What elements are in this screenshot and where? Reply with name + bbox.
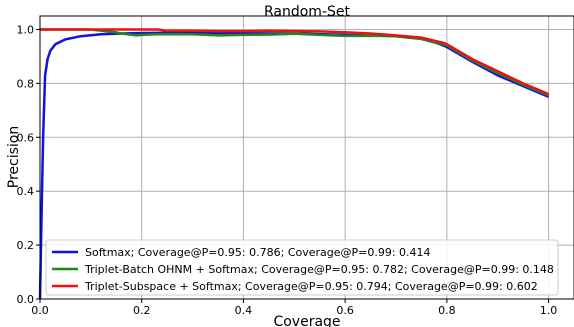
y-tick-label: 0.6	[17, 131, 35, 144]
x-tick-label: 0.6	[336, 304, 354, 317]
y-axis-label: Precision	[6, 126, 22, 188]
legend-label: Triplet-Batch OHNM + Softmax; Coverage@P…	[84, 263, 554, 276]
y-tick-label: 0.8	[17, 77, 35, 90]
x-tick-label: 1.0	[540, 304, 558, 317]
legend: Softmax; Coverage@P=0.95: 0.786; Coverag…	[45, 239, 559, 296]
x-tick-label: 0.8	[438, 304, 456, 317]
y-tick-label: 1.0	[17, 23, 35, 36]
series-line	[40, 28, 550, 97]
series-line	[40, 28, 550, 96]
plot-frame	[39, 15, 574, 300]
chart-title: Random-Set	[264, 4, 351, 20]
x-axis-label: Coverage	[273, 314, 340, 327]
x-tick-label: 0.2	[133, 304, 151, 317]
y-tick-label: 0.2	[17, 239, 35, 252]
x-tick-label: 0.0	[31, 304, 49, 317]
x-tick-label: 0.4	[235, 304, 253, 317]
legend-label: Triplet-Subspace + Softmax; Coverage@P=0…	[84, 280, 538, 293]
y-tick-label: 0.4	[17, 185, 35, 198]
y-tick-label: 0.0	[17, 293, 35, 306]
legend-box	[45, 239, 559, 296]
series-lines	[38, 28, 550, 300]
axis-ticks: 0.0 0.2 0.4 0.6 0.8 1.0 0.0 0.2 0.4 0.6 0.8 1.0	[17, 23, 558, 317]
legend-label: Softmax; Coverage@P=0.95: 0.786; Coverag…	[85, 246, 431, 259]
